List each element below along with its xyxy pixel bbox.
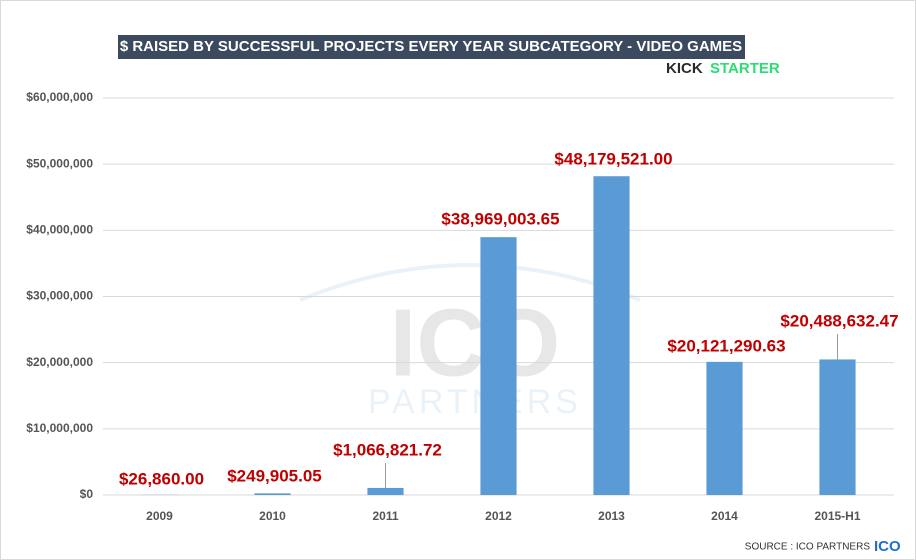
watermark-logo: ICO [390,289,561,396]
bar [480,237,517,495]
y-tick-label: $10,000,000 [26,421,93,435]
chart-title: $ RAISED BY SUCCESSFUL PROJECTS EVERY YE… [120,38,742,55]
x-tick-label: 2010 [259,509,286,523]
brand-starter: STARTER [710,60,780,77]
value-label: $1,066,821.72 [333,440,442,459]
value-label: $20,121,290.63 [667,336,785,355]
y-tick-label: $30,000,000 [26,289,93,303]
x-tick-label: 2014 [711,509,738,523]
x-tick-label: 2013 [598,509,625,523]
source: SOURCE : ICO PARTNERS [745,542,871,553]
y-tick-label: $20,000,000 [26,355,93,369]
title-bg [118,35,745,59]
source-logo: ICO [874,538,901,555]
x-tick-label: 2012 [485,509,512,523]
y-tick-label: $40,000,000 [26,223,93,237]
x-tick-label: 2011 [372,509,398,523]
bar [367,487,404,495]
bar [706,361,743,495]
value-label: $20,488,632.47 [780,311,898,330]
y-tick-label: $50,000,000 [26,156,93,170]
value-label: $38,969,003.65 [441,209,559,228]
y-tick-label: $0 [80,487,94,501]
value-label: $249,905.05 [227,466,322,485]
brand-kick: KICK [666,60,703,77]
bar [254,493,291,495]
x-tick-label: 2015-H1 [814,509,860,523]
value-label: $26,860.00 [119,469,204,488]
watermark-text: PARTNERS [368,383,582,421]
y-tick-label: $60,000,000 [26,90,93,104]
bar [593,176,630,496]
value-label: $48,179,521.00 [554,149,672,168]
x-tick-label: 2009 [146,509,173,523]
bar [819,359,856,495]
